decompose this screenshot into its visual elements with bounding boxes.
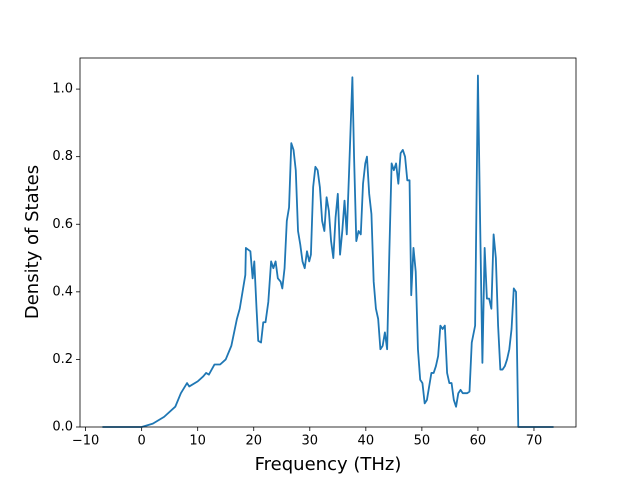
y-tick-label: 0.8 (52, 149, 73, 164)
x-axis-label: Frequency (THz) (255, 454, 402, 475)
x-tick-label: 10 (189, 434, 206, 449)
x-tick-label: −10 (72, 434, 99, 449)
x-tick-label: 70 (526, 434, 543, 449)
x-tick-label: 60 (470, 434, 487, 449)
y-tick-label: 0.2 (52, 352, 73, 367)
y-axis-label: Density of States (22, 165, 43, 319)
y-tick-label: 0.4 (52, 284, 73, 299)
x-tick-label: 20 (245, 434, 262, 449)
y-tick-label: 0.6 (52, 217, 73, 232)
y-tick-label: 1.0 (52, 82, 73, 97)
y-tick-label: 0.0 (52, 420, 73, 435)
x-tick-label: 30 (302, 434, 319, 449)
plot-frame (79, 57, 577, 428)
x-tick-label: 40 (358, 434, 375, 449)
x-tick-label: 0 (138, 434, 146, 449)
x-tick-label: 50 (414, 434, 431, 449)
data-line (102, 74, 554, 428)
